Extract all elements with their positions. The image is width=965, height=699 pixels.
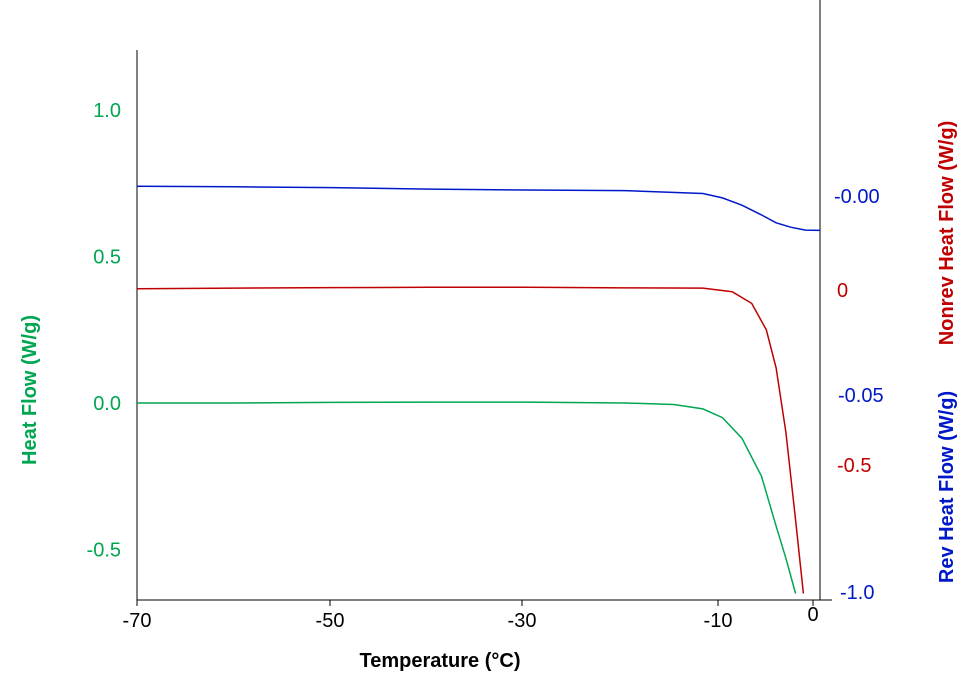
series-line-1 xyxy=(136,286,805,594)
x-axis-title: Temperature (°C) xyxy=(360,650,521,672)
left-y-tick-label: 0.0 xyxy=(93,393,121,415)
rev-y-tick-label: -0.00 xyxy=(834,186,880,208)
x-ticks: -70 -50 -30 -10 0 xyxy=(123,600,819,632)
right-y-ticks: -0.00 0 -0.05 -0.5 -1.0 xyxy=(834,186,884,604)
left-y-axis-title: Heat Flow (W/g) xyxy=(19,315,41,465)
left-y-ticks: 1.0 0.5 0.0 -0.5 xyxy=(87,100,121,562)
x-tick-label: -30 xyxy=(508,610,537,632)
series-line-0 xyxy=(137,401,797,594)
x-tick-label: -70 xyxy=(123,610,152,632)
series-layer xyxy=(136,185,821,594)
series-line-2 xyxy=(136,185,821,232)
left-y-tick-label: 1.0 xyxy=(93,100,121,122)
axes xyxy=(136,0,832,601)
x-tick-label: 0 xyxy=(807,604,818,626)
left-y-tick-label: 0.5 xyxy=(93,247,121,269)
rev-y-tick-label: -0.05 xyxy=(838,385,884,407)
rev-y-axis-title: Rev Heat Flow (W/g) xyxy=(936,391,958,583)
x-tick-label: -50 xyxy=(316,610,345,632)
rev-y-tick-label: -1.0 xyxy=(840,582,874,604)
left-y-tick-label: -0.5 xyxy=(87,540,121,562)
nonrev-y-axis-title: Nonrev Heat Flow (W/g) xyxy=(936,121,958,345)
nonrev-y-tick-label: 0 xyxy=(837,280,848,302)
x-tick-label: -10 xyxy=(704,610,733,632)
nonrev-y-tick-label: -0.5 xyxy=(837,455,871,477)
